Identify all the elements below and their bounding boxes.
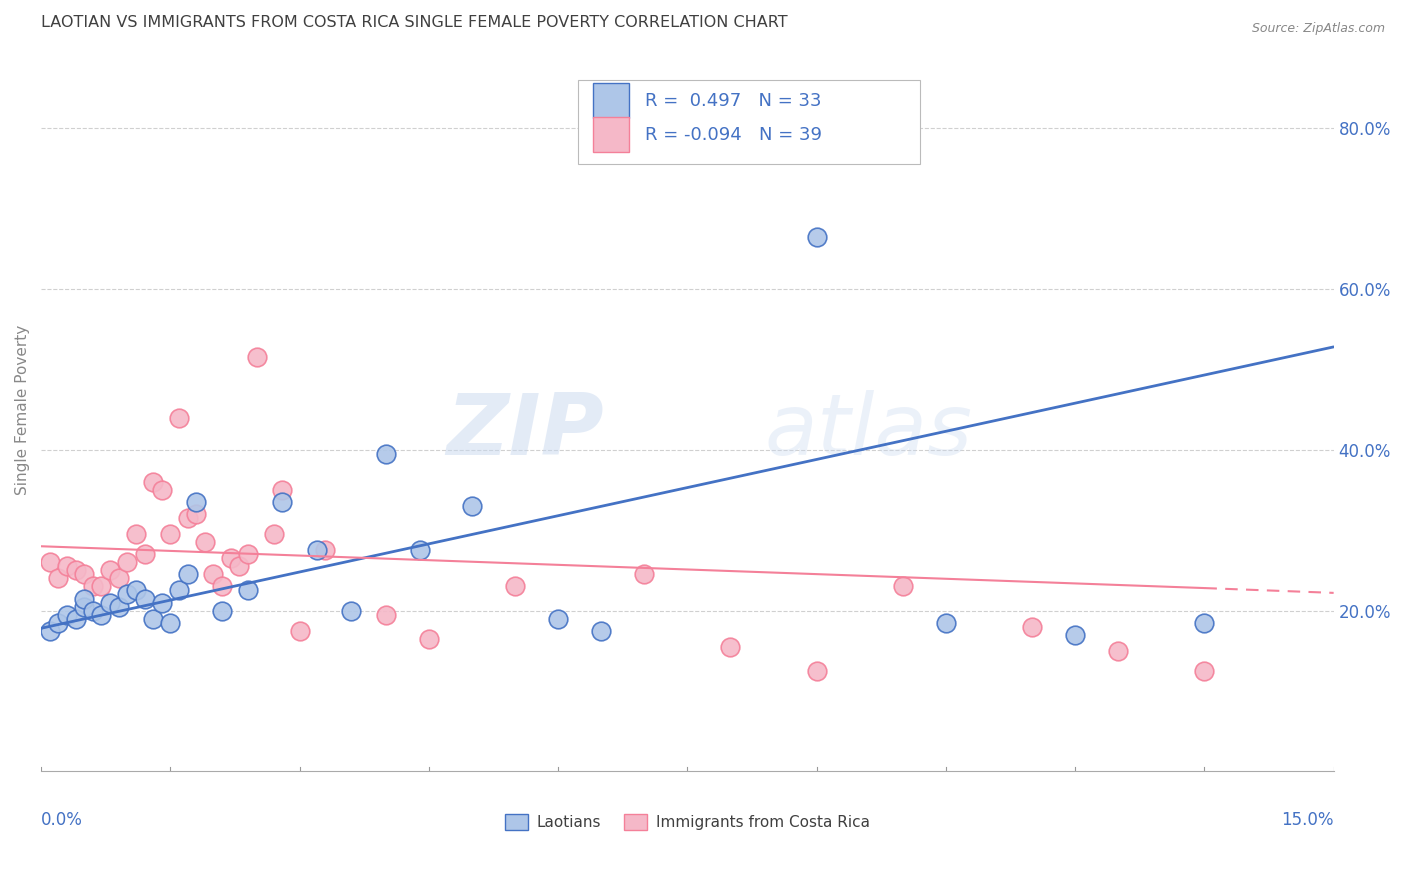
Point bbox=[236, 547, 259, 561]
Point bbox=[56, 559, 79, 574]
Point bbox=[374, 447, 396, 461]
Point bbox=[1021, 620, 1043, 634]
Point bbox=[374, 607, 396, 622]
Text: R = -0.094   N = 39: R = -0.094 N = 39 bbox=[645, 126, 821, 144]
Point bbox=[219, 551, 242, 566]
FancyBboxPatch shape bbox=[578, 80, 920, 163]
Point bbox=[305, 543, 328, 558]
Point bbox=[202, 567, 225, 582]
Point bbox=[73, 599, 96, 614]
Point bbox=[314, 543, 336, 558]
Text: 0.0%: 0.0% bbox=[41, 811, 83, 830]
Point bbox=[107, 571, 129, 585]
Point bbox=[228, 559, 250, 574]
Point bbox=[503, 579, 526, 593]
Point bbox=[186, 495, 208, 509]
Point bbox=[56, 607, 79, 622]
Point bbox=[150, 595, 173, 609]
Point bbox=[65, 612, 87, 626]
Point bbox=[150, 483, 173, 497]
Point bbox=[125, 583, 148, 598]
Point bbox=[1107, 644, 1129, 658]
Point bbox=[167, 410, 190, 425]
Point bbox=[65, 563, 87, 577]
Point bbox=[271, 483, 294, 497]
Point bbox=[176, 567, 198, 582]
Point bbox=[38, 555, 60, 569]
Text: R =  0.497   N = 33: R = 0.497 N = 33 bbox=[645, 92, 821, 110]
Point bbox=[1194, 664, 1216, 678]
Point bbox=[107, 599, 129, 614]
Point bbox=[90, 579, 112, 593]
Point bbox=[263, 527, 285, 541]
Bar bbox=[593, 117, 630, 152]
Point bbox=[90, 607, 112, 622]
Point bbox=[176, 511, 198, 525]
Point bbox=[82, 579, 104, 593]
Point bbox=[1194, 615, 1216, 630]
Point bbox=[236, 583, 259, 598]
Point bbox=[418, 632, 440, 646]
Point bbox=[461, 499, 484, 513]
Point bbox=[82, 603, 104, 617]
Point bbox=[891, 579, 914, 593]
Point bbox=[211, 579, 233, 593]
Point bbox=[98, 595, 121, 609]
Point bbox=[806, 664, 828, 678]
Point bbox=[340, 603, 363, 617]
Point bbox=[134, 591, 156, 606]
Point bbox=[98, 563, 121, 577]
Point bbox=[134, 547, 156, 561]
Point bbox=[159, 615, 181, 630]
Point bbox=[288, 624, 311, 638]
Point bbox=[211, 603, 233, 617]
Point bbox=[142, 475, 165, 489]
Point bbox=[271, 495, 294, 509]
Point bbox=[245, 351, 267, 365]
Point bbox=[1064, 628, 1087, 642]
Point bbox=[720, 640, 742, 654]
Text: LAOTIAN VS IMMIGRANTS FROM COSTA RICA SINGLE FEMALE POVERTY CORRELATION CHART: LAOTIAN VS IMMIGRANTS FROM COSTA RICA SI… bbox=[41, 15, 787, 30]
Point bbox=[186, 507, 208, 521]
Text: atlas: atlas bbox=[765, 390, 973, 473]
Point bbox=[125, 527, 148, 541]
Point bbox=[142, 612, 165, 626]
Point bbox=[935, 615, 957, 630]
Point bbox=[73, 567, 96, 582]
Point bbox=[633, 567, 655, 582]
Text: ZIP: ZIP bbox=[446, 390, 603, 473]
Point bbox=[159, 527, 181, 541]
Point bbox=[38, 624, 60, 638]
Point bbox=[591, 624, 613, 638]
Point bbox=[73, 591, 96, 606]
Point bbox=[46, 571, 69, 585]
Point bbox=[46, 615, 69, 630]
Point bbox=[194, 535, 217, 549]
Bar bbox=[593, 83, 630, 118]
Text: Source: ZipAtlas.com: Source: ZipAtlas.com bbox=[1251, 22, 1385, 36]
Point bbox=[117, 587, 139, 601]
Y-axis label: Single Female Poverty: Single Female Poverty bbox=[15, 325, 30, 495]
Point bbox=[117, 555, 139, 569]
Point bbox=[409, 543, 432, 558]
Point bbox=[806, 229, 828, 244]
Point bbox=[547, 612, 569, 626]
Point bbox=[167, 583, 190, 598]
Legend: Laotians, Immigrants from Costa Rica: Laotians, Immigrants from Costa Rica bbox=[499, 808, 876, 836]
Text: 15.0%: 15.0% bbox=[1281, 811, 1334, 830]
